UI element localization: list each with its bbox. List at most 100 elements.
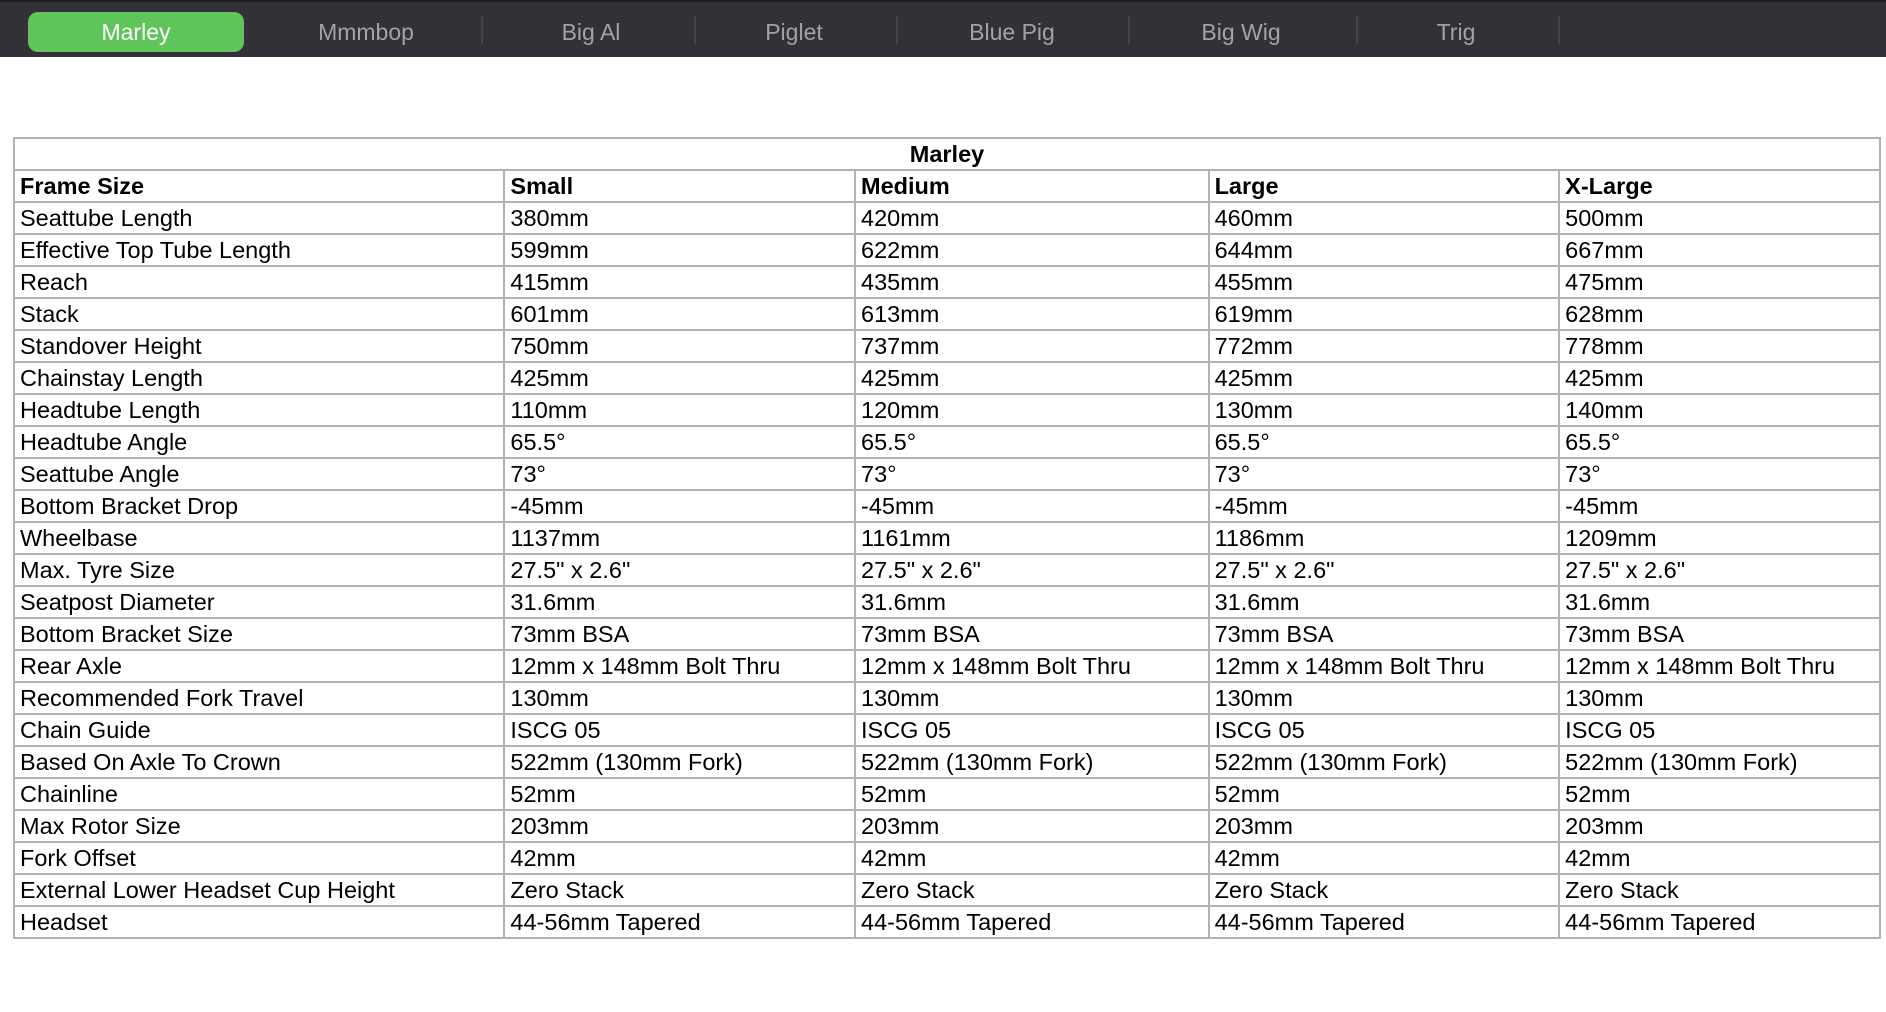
cell-value: Zero Stack: [854, 873, 1210, 907]
cell-value: 380mm: [503, 201, 856, 235]
row-label: Wheelbase: [12, 521, 506, 555]
cell-value: 31.6mm: [1558, 585, 1881, 619]
row-label: Chainline: [12, 777, 506, 811]
row-label: Chain Guide: [12, 713, 506, 747]
cell-value: 130mm: [503, 681, 856, 715]
cell-value: 73°: [503, 457, 856, 491]
cell-value: ISCG 05: [1207, 713, 1561, 747]
table-row: Chain Guide ISCG 05 ISCG 05 ISCG 05 ISCG 05: [12, 713, 1881, 747]
table-row: Seattube Length 380mm 420mm 460mm 500mm: [12, 201, 1881, 235]
tab-big-al[interactable]: Big Al: [561, 19, 621, 45]
cell-value: 52mm: [503, 777, 856, 811]
cell-value: 44-56mm Tapered: [1207, 905, 1561, 939]
cell-value: -45mm: [1558, 489, 1881, 523]
table-row: Effective Top Tube Length 599mm 622mm 644mm…: [12, 233, 1881, 267]
cell-value: 500mm: [1558, 201, 1881, 235]
cell-value: 27.5" x 2.6": [854, 553, 1210, 587]
header-cell: Medium: [854, 169, 1210, 203]
cell-value: 522mm (130mm Fork): [854, 745, 1210, 779]
cell-value: 130mm: [1207, 393, 1561, 427]
header-cell: Large: [1207, 169, 1561, 203]
table-row: Headset 44-56mm Tapered 44-56mm Tapered 44-…: [12, 905, 1881, 939]
cell-value: 601mm: [503, 297, 856, 331]
cell-value: 73°: [1207, 457, 1561, 491]
row-label: Seattube Length: [12, 201, 506, 235]
table-row: Standover Height 750mm 737mm 772mm 778mm: [12, 329, 1881, 363]
cell-value: 12mm x 148mm Bolt Thru: [1558, 649, 1881, 683]
row-label: Effective Top Tube Length: [12, 233, 506, 267]
tab-mmmbop[interactable]: Mmmbop: [318, 19, 414, 45]
row-label: Reach: [12, 265, 506, 299]
cell-value: 12mm x 148mm Bolt Thru: [1207, 649, 1561, 683]
cell-value: ISCG 05: [503, 713, 856, 747]
table-row: Seattube Angle 73° 73° 73° 73°: [12, 457, 1881, 491]
cell-value: 65.5°: [503, 425, 856, 459]
cell-value: 140mm: [1558, 393, 1881, 427]
row-label: Headtube Length: [12, 393, 506, 427]
cell-value: 203mm: [854, 809, 1210, 843]
cell-value: 31.6mm: [854, 585, 1210, 619]
cell-value: 12mm x 148mm Bolt Thru: [854, 649, 1210, 683]
cell-value: 425mm: [1558, 361, 1881, 395]
cell-value: 203mm: [1207, 809, 1561, 843]
cell-value: 435mm: [854, 265, 1210, 299]
table-row: Recommended Fork Travel 130mm 130mm 130mm 13…: [12, 681, 1881, 715]
cell-value: 475mm: [1558, 265, 1881, 299]
cell-value: 425mm: [503, 361, 856, 395]
cell-value: 455mm: [1207, 265, 1561, 299]
cell-value: 522mm (130mm Fork): [1207, 745, 1561, 779]
cell-value: 415mm: [503, 265, 856, 299]
row-label: External Lower Headset Cup Height: [12, 873, 506, 907]
cell-value: 737mm: [854, 329, 1210, 363]
cell-value: 1186mm: [1207, 521, 1561, 555]
geometry-table: Marley Frame Size Small Medium Large X-L…: [12, 137, 1881, 939]
tab-trig[interactable]: Trig: [1436, 19, 1476, 45]
tab-divider: [694, 16, 696, 44]
cell-value: 44-56mm Tapered: [503, 905, 856, 939]
table-row: Rear Axle 12mm x 148mm Bolt Thru 12mm x 14…: [12, 649, 1881, 683]
row-label: Max. Tyre Size: [12, 553, 506, 587]
cell-value: 1209mm: [1558, 521, 1881, 555]
tab-marley[interactable]: Marley: [28, 12, 244, 52]
cell-value: ISCG 05: [1558, 713, 1881, 747]
cell-value: Zero Stack: [1207, 873, 1561, 907]
cell-value: 1137mm: [503, 521, 856, 555]
row-label: Seatpost Diameter: [12, 585, 506, 619]
cell-value: 110mm: [503, 393, 856, 427]
cell-value: 73°: [854, 457, 1210, 491]
header-cell: Frame Size: [12, 169, 506, 203]
cell-value: 12mm x 148mm Bolt Thru: [503, 649, 856, 683]
row-label: Max Rotor Size: [12, 809, 506, 843]
cell-value: ISCG 05: [854, 713, 1210, 747]
table-row: Max. Tyre Size 27.5" x 2.6" 27.5" x 2.6" 27…: [12, 553, 1881, 587]
cell-value: 599mm: [503, 233, 856, 267]
cell-value: 65.5°: [1207, 425, 1561, 459]
table-row: Headtube Length 110mm 120mm 130mm 140mm: [12, 393, 1881, 427]
cell-value: 52mm: [1558, 777, 1881, 811]
table-row: Max Rotor Size 203mm 203mm 203mm 203mm: [12, 809, 1881, 843]
cell-value: Zero Stack: [1558, 873, 1881, 907]
header-cell: X-Large: [1558, 169, 1881, 203]
row-label: Bottom Bracket Size: [12, 617, 506, 651]
row-label: Recommended Fork Travel: [12, 681, 506, 715]
table-row: Bottom Bracket Size 73mm BSA 73mm BSA 73mm …: [12, 617, 1881, 651]
table-row: Based On Axle To Crown 522mm (130mm Fork)…: [12, 745, 1881, 779]
tab-big-wig[interactable]: Big Wig: [1201, 19, 1281, 45]
cell-value: Zero Stack: [503, 873, 856, 907]
cell-value: 778mm: [1558, 329, 1881, 363]
tab-blue-pig[interactable]: Blue Pig: [969, 19, 1055, 45]
cell-value: 44-56mm Tapered: [854, 905, 1210, 939]
cell-value: 522mm (130mm Fork): [1558, 745, 1881, 779]
cell-value: 27.5" x 2.6": [1558, 553, 1881, 587]
cell-value: -45mm: [503, 489, 856, 523]
cell-value: 27.5" x 2.6": [503, 553, 856, 587]
table-title: Marley: [13, 137, 1881, 171]
tab-piglet[interactable]: Piglet: [765, 19, 823, 45]
cell-value: 425mm: [1207, 361, 1561, 395]
table-row: Seatpost Diameter 31.6mm 31.6mm 31.6mm 31.6m…: [12, 585, 1881, 619]
row-label: Seattube Angle: [12, 457, 506, 491]
tab-divider: [1356, 16, 1358, 44]
table-row: Headtube Angle 65.5° 65.5° 65.5° 65.5°: [12, 425, 1881, 459]
cell-value: 73mm BSA: [854, 617, 1210, 651]
cell-value: 44-56mm Tapered: [1558, 905, 1881, 939]
